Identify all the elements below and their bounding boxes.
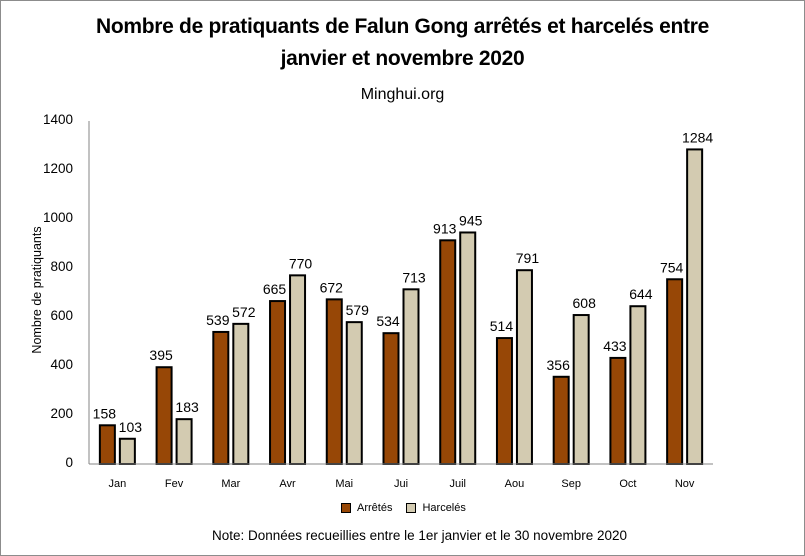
legend: Arrêtés Harcelés (341, 502, 466, 514)
bar-harceles (629, 305, 647, 465)
y-tick-label: 1000 (42, 210, 73, 225)
bar-harceles (232, 322, 250, 465)
bar-harceles (402, 288, 420, 465)
x-tick-label: Mar (221, 478, 240, 490)
x-tick-label: Juil (449, 478, 466, 490)
bar-arretes (269, 300, 287, 466)
bar-value-label: 158 (93, 405, 117, 421)
bar-value-label: 791 (516, 250, 540, 266)
bar-harceles (572, 314, 590, 466)
y-tick-label: 0 (65, 455, 73, 470)
x-tick-label: Sep (561, 478, 581, 490)
bar-value-label: 672 (320, 279, 344, 295)
bar-value-label: 183 (175, 399, 199, 415)
y-tick-label: 1400 (42, 112, 73, 127)
bar-value-label: 713 (402, 269, 426, 285)
legend-label-harceles: Harcelés (422, 502, 466, 514)
bar-value-label: 608 (573, 295, 597, 311)
bar-harceles (289, 274, 307, 465)
bar-arretes (325, 298, 343, 465)
x-tick-label: Aou (505, 478, 525, 490)
bar-arretes (382, 332, 400, 466)
footnote: Note: Données recueillies entre le 1er j… (212, 528, 627, 543)
y-tick-label: 800 (50, 259, 73, 274)
bar-harceles (345, 321, 363, 465)
y-tick-label: 200 (50, 406, 73, 421)
bar-value-label: 356 (547, 357, 571, 373)
legend-label-arretes: Arrêtés (357, 502, 393, 514)
x-tick-label: Jui (394, 478, 408, 490)
bar-value-label: 644 (629, 286, 653, 302)
chart-title-line-1: Nombre de pratiquants de Falun Gong arrê… (95, 15, 710, 38)
chart-subtitle: Minghui.org (360, 86, 445, 103)
y-tick-label: 1200 (42, 161, 73, 176)
bar-harceles (686, 148, 704, 465)
legend-swatch-harceles (406, 503, 417, 513)
bar-arretes (495, 337, 513, 466)
x-tick-label: Jan (108, 478, 126, 490)
chart-title-line-2: janvier et novembre 2020 (280, 47, 525, 70)
bar-arretes (439, 239, 457, 465)
x-tick-label: Fev (165, 478, 184, 490)
bar-harceles (459, 231, 477, 465)
y-tick-label: 600 (50, 308, 73, 323)
legend-swatch-arretes (341, 503, 351, 513)
bar-value-label: 514 (490, 318, 514, 334)
bar-value-label: 579 (346, 302, 370, 318)
bar-arretes (98, 424, 116, 466)
bar-arretes (212, 330, 230, 465)
bar-value-label: 1284 (682, 129, 713, 145)
bar-value-label: 572 (232, 304, 256, 320)
bar-harceles (175, 418, 193, 466)
bar-arretes (609, 356, 627, 466)
bar-value-label: 103 (119, 419, 143, 435)
bar-arretes (552, 375, 570, 465)
bar-harceles (515, 269, 533, 465)
x-tick-label: Oct (619, 478, 636, 490)
x-tick-label: Nov (675, 478, 695, 490)
bar-harceles (118, 437, 136, 466)
y-tick-label: 400 (50, 357, 73, 372)
bar-value-label: 534 (376, 313, 400, 329)
bar-arretes (666, 278, 684, 465)
bar-value-label: 945 (459, 212, 483, 228)
bar-value-label: 754 (660, 259, 684, 275)
bar-value-label: 395 (149, 347, 173, 363)
bar-value-label: 913 (433, 220, 457, 236)
x-tick-label: Mai (335, 478, 353, 490)
bar-value-label: 433 (603, 338, 627, 354)
x-tick-label: Avr (279, 478, 296, 490)
bar-value-label: 770 (289, 255, 313, 271)
bar-arretes (155, 366, 173, 466)
bar-value-label: 539 (206, 312, 230, 328)
bar-value-label: 665 (263, 281, 287, 297)
